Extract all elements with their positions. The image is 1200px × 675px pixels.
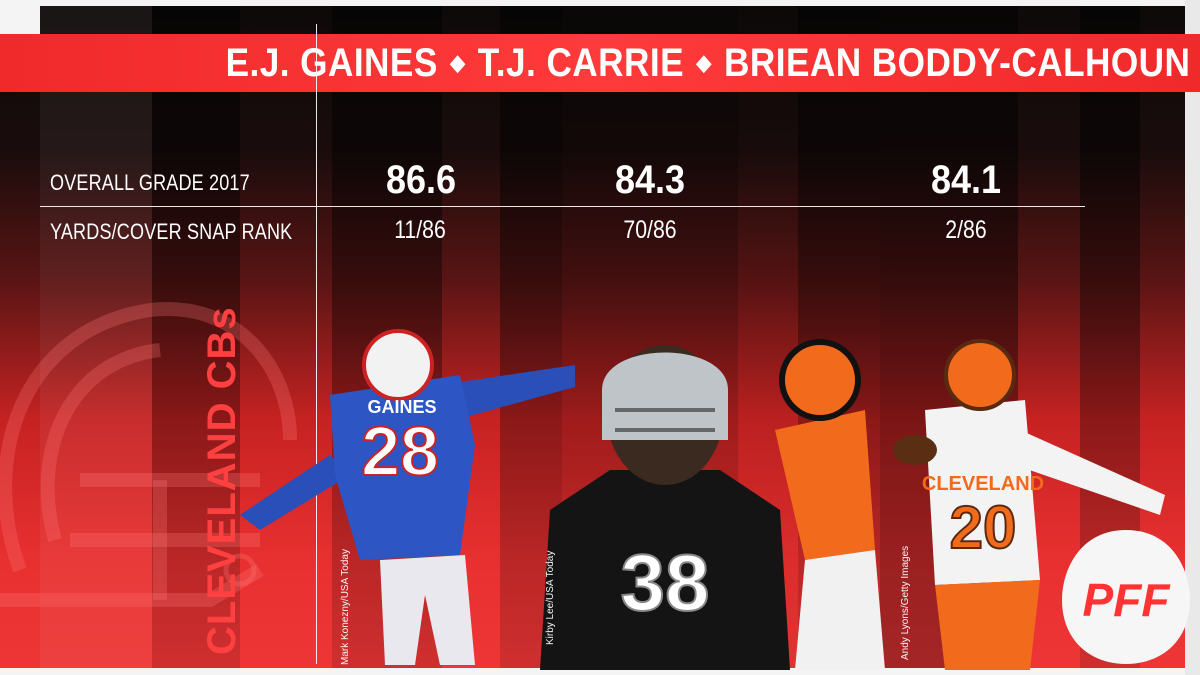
- player-names-header: E.J. GAINES ◆ T.J. CARRIE ◆ BRIEAN BODDY…: [225, 36, 1190, 90]
- svg-text:38: 38: [621, 538, 710, 627]
- pff-logo-icon: PFF: [1062, 530, 1190, 664]
- player-2-rank: 70/86: [623, 216, 677, 244]
- player-3-grade: 84.1: [930, 158, 1002, 202]
- svg-text:CLEVELAND: CLEVELAND: [922, 473, 1044, 495]
- player-name-1: E.J. GAINES: [225, 40, 438, 85]
- player-2-photo: 38: [540, 345, 790, 670]
- side-title: CLEVELAND CBs: [200, 306, 244, 655]
- player-1-photo: 28 GAINES: [240, 329, 575, 665]
- photo-credit-2: Kirby Lee/USA Today: [545, 550, 556, 645]
- grade-row-label: OVERALL GRADE 2017: [50, 170, 250, 195]
- player-name-3: BRIEAN BODDY-CALHOUN: [723, 40, 1190, 85]
- bg-stripe: [152, 0, 240, 675]
- player-1-rank: 11/86: [394, 216, 446, 244]
- svg-text:28: 28: [361, 412, 439, 490]
- frame-right: [1185, 0, 1200, 675]
- frame-top: [0, 0, 1200, 6]
- divider-horizontal: [40, 206, 1085, 207]
- rank-row-label: YARDS/COVER SNAP RANK: [50, 219, 293, 244]
- separator-diamond: ◆: [449, 50, 466, 75]
- frame-bottom: [0, 668, 1200, 675]
- photo-credit-1: Mark Konezny/USA Today: [340, 549, 351, 665]
- player-name-2: T.J. CARRIE: [477, 40, 684, 85]
- frame-corner: [0, 0, 40, 34]
- photo-credit-3: Andy Lyons/Getty Images: [900, 545, 911, 660]
- pff-logo-text: PFF: [1083, 574, 1172, 626]
- bg-stripe: [40, 0, 152, 675]
- svg-text:20: 20: [950, 494, 1017, 561]
- divider-vertical: [316, 24, 317, 664]
- player-2-grade: 84.3: [614, 158, 686, 202]
- player-3-photo: CLEVELAND 20: [775, 339, 1165, 670]
- header-band: [0, 34, 1200, 92]
- player-1-grade: 86.6: [385, 158, 457, 202]
- player-3-rank: 2/86: [945, 216, 987, 244]
- svg-text:GAINES: GAINES: [367, 397, 436, 417]
- separator-diamond: ◆: [695, 50, 712, 75]
- browns-helmet-icon: [0, 302, 297, 607]
